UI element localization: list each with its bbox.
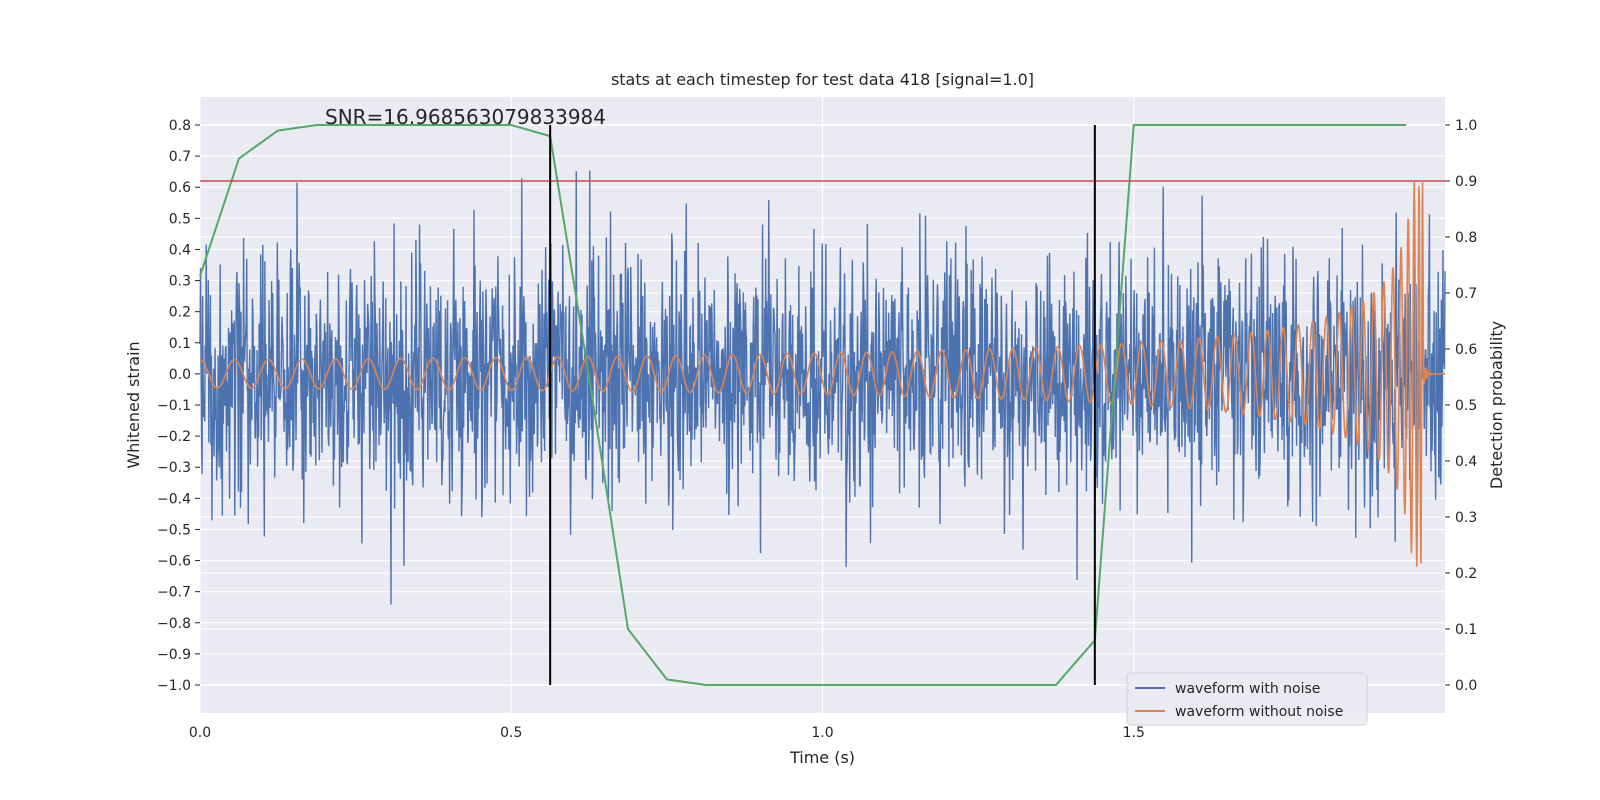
legend: waveform with noise waveform without noi…: [1126, 672, 1368, 726]
y-tick-label: 0.7: [169, 149, 191, 165]
y-tick-label: 0.5: [169, 211, 191, 227]
y-tick-label: −0.7: [157, 585, 191, 601]
y2-tick-label: 0.8: [1455, 230, 1477, 246]
y-tick-label: 0.8: [169, 118, 191, 134]
y2-tick-label: 0.9: [1455, 174, 1477, 190]
tick-labels: 0.0 0.5 1.0 1.5 0.8 0.7 0.6 0.5 0.4 0.3 0.2 0.1 0.0 −…: [157, 118, 1477, 741]
y2-tick-label: 0.6: [1455, 342, 1477, 358]
x-axis-label: Time (s): [789, 748, 855, 767]
y2-tick-label: 0.7: [1455, 286, 1477, 302]
y-tick-label: 0.6: [169, 180, 191, 196]
series-line-noise: [199, 170, 1446, 605]
y-tick-label: −0.1: [157, 398, 191, 414]
y2-tick-label: 0.2: [1455, 566, 1477, 582]
x-tick-label: 1.0: [811, 725, 833, 741]
y2-tick-label: 0.5: [1455, 398, 1477, 414]
y-tick-label: 0.0: [169, 367, 191, 383]
y-tick-label: −1.0: [157, 678, 191, 694]
y-tick-label: 0.3: [169, 274, 191, 290]
x-tick-label: 0.5: [500, 725, 522, 741]
y2-tick-label: 0.0: [1455, 678, 1477, 694]
y-tick-label: −0.6: [157, 554, 191, 570]
y-tick-label: 0.2: [169, 305, 191, 321]
y-tick-label: −0.3: [157, 460, 191, 476]
legend-box: [1126, 672, 1368, 726]
y-tick-label: −0.5: [157, 522, 191, 538]
y2-tick-label: 0.1: [1455, 622, 1477, 638]
y-tick-label: −0.8: [157, 616, 191, 632]
snr-annotation: SNR=16.968563079833984: [325, 105, 606, 129]
y2-tick-label: 0.3: [1455, 510, 1477, 526]
x-tick-label: 0.0: [189, 725, 211, 741]
reference-lines: [200, 125, 1445, 685]
y2-axis-label: Detection probability: [1487, 321, 1506, 489]
y-axis-label: Whitened strain: [124, 341, 143, 468]
y-tick-label: −0.9: [157, 647, 191, 663]
y-tick-label: −0.2: [157, 429, 191, 445]
legend-label-clean: waveform without noise: [1175, 704, 1343, 720]
y-tick-label: 0.4: [169, 242, 191, 258]
series-line-clean: [199, 181, 1445, 567]
y2-tick-label: 0.4: [1455, 454, 1477, 470]
y-tick-label: 0.1: [169, 336, 191, 352]
series-layer: [199, 124, 1446, 686]
chart-title: stats at each timestep for test data 418…: [611, 70, 1034, 89]
x-tick-label: 1.5: [1123, 725, 1145, 741]
y2-tick-label: 1.0: [1455, 118, 1477, 134]
legend-label-noise: waveform with noise: [1175, 681, 1320, 697]
series-line-probability: [199, 124, 1407, 686]
y-tick-label: −0.4: [157, 491, 191, 507]
